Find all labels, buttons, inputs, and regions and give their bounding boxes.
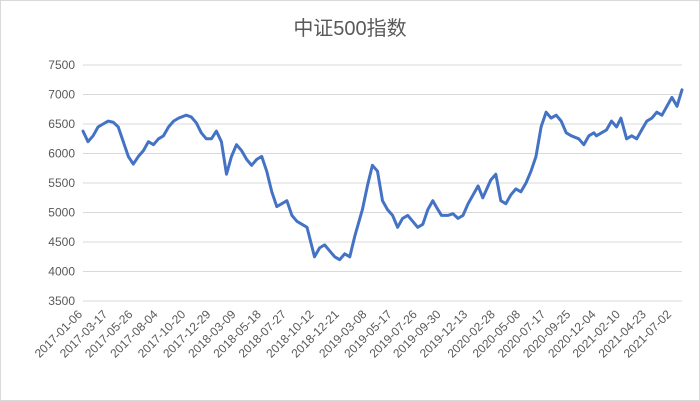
y-tick-label: 6000 bbox=[48, 147, 75, 161]
y-axis-ticks: 3500 4000 4500 5000 5500 6000 6500 7000 7500 bbox=[48, 58, 75, 308]
y-tick-label: 4500 bbox=[48, 235, 75, 249]
x-axis-ticks: 2017-01-062017-03-172017-05-262017-08-04… bbox=[32, 307, 674, 361]
gridlines bbox=[83, 64, 682, 302]
chart-title: 中证500指数 bbox=[293, 17, 406, 40]
series-layer bbox=[81, 88, 684, 262]
series-line bbox=[81, 88, 684, 262]
y-tick-label: 5000 bbox=[48, 206, 75, 220]
y-tick-label: 3500 bbox=[48, 294, 75, 308]
y-tick-label: 4000 bbox=[48, 265, 75, 279]
y-tick-label: 7500 bbox=[48, 58, 75, 72]
y-tick-label: 7000 bbox=[48, 88, 75, 102]
y-tick-label: 6500 bbox=[48, 117, 75, 131]
y-tick-label: 5500 bbox=[48, 176, 75, 190]
